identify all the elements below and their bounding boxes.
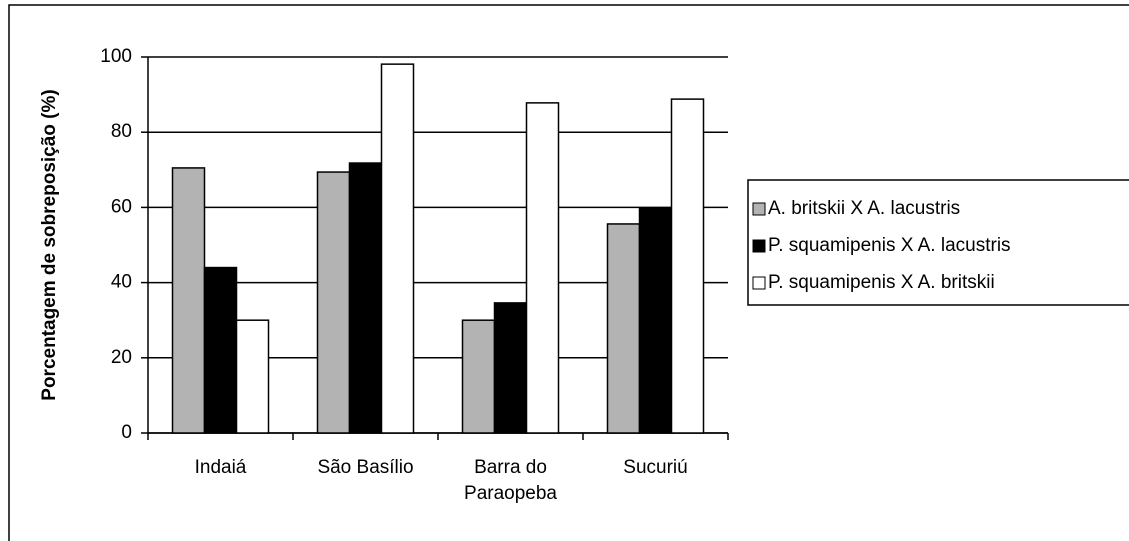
x-tick-label: São Basílio bbox=[317, 457, 414, 478]
y-tick-label: 80 bbox=[111, 121, 132, 142]
x-tick-label: Barra do Paraopeba bbox=[464, 457, 557, 504]
bar bbox=[638, 207, 673, 434]
x-tick-label: Sucuriú bbox=[623, 457, 688, 478]
y-tick-label: 0 bbox=[121, 422, 132, 443]
y-tick-label: 40 bbox=[111, 272, 132, 293]
bar bbox=[670, 98, 705, 434]
legend-label: P. squamipenis X A. britskii bbox=[768, 272, 995, 293]
frame bbox=[8, 4, 1129, 541]
legend-swatch bbox=[752, 239, 766, 253]
bar bbox=[235, 319, 270, 434]
y-tick-label: 100 bbox=[100, 46, 132, 67]
bar bbox=[461, 319, 496, 434]
bar bbox=[493, 302, 528, 434]
bar bbox=[171, 167, 206, 434]
y-axis-label: Porcentagem de sobreposição (%) bbox=[39, 89, 60, 400]
legend-box bbox=[747, 179, 1129, 306]
y-tick-label: 60 bbox=[111, 196, 132, 217]
legend-label: A. britskii X A. lacustris bbox=[768, 198, 960, 219]
x-tick-label: Indaiá bbox=[194, 457, 247, 478]
bar bbox=[316, 171, 351, 434]
y-tick-label: 20 bbox=[111, 347, 132, 368]
bar bbox=[203, 266, 238, 434]
bar bbox=[380, 63, 415, 434]
legend-swatch bbox=[752, 276, 766, 290]
legend-swatch bbox=[752, 202, 766, 216]
bar bbox=[606, 223, 641, 434]
bar bbox=[525, 102, 560, 434]
bar bbox=[348, 162, 383, 434]
legend-label: P. squamipenis X A. lacustris bbox=[768, 235, 1011, 256]
